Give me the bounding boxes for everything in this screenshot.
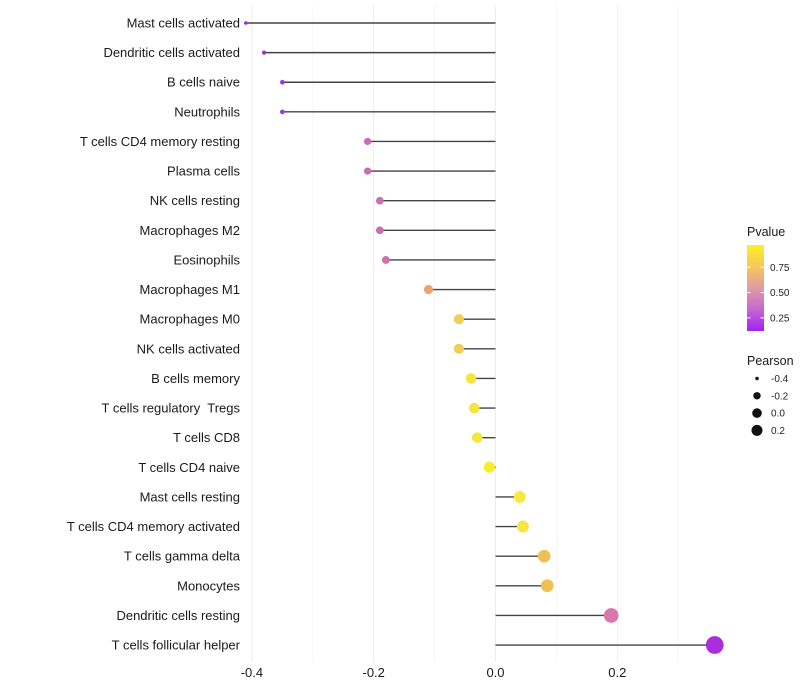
pvalue-legend: Pvalue 0.75 0.50 0.25 bbox=[747, 225, 790, 331]
y-axis-label: T cells CD4 memory activated bbox=[67, 519, 240, 534]
pearson-legend-dot bbox=[752, 408, 762, 418]
lollipop-dot bbox=[363, 137, 372, 146]
x-axis-tick-label: 0.2 bbox=[608, 665, 626, 680]
lollipop-dot bbox=[363, 167, 372, 175]
pearson-legend-dot bbox=[755, 376, 759, 381]
y-axis-label: Dendritic cells activated bbox=[103, 45, 240, 60]
y-axis-label: Eosinophils bbox=[174, 252, 241, 267]
lollipop-row: Macrophages M1 bbox=[140, 282, 496, 297]
lollipop-row: T cells regulatory Tregs bbox=[102, 401, 496, 416]
y-axis-label: T cells regulatory Tregs bbox=[102, 401, 241, 416]
x-axis-tick-label: -0.2 bbox=[362, 665, 384, 680]
lollipop-dot bbox=[603, 608, 619, 623]
lollipop-dot bbox=[375, 226, 384, 235]
lollipop-dot bbox=[453, 343, 464, 354]
pearson-legend-label: -0.2 bbox=[771, 391, 789, 402]
lollipop-dot bbox=[513, 490, 526, 503]
lollipop-row: T cells CD4 naive bbox=[138, 460, 496, 475]
lollipop-row: Macrophages M2 bbox=[140, 223, 496, 238]
x-axis-tick-label: 0.0 bbox=[486, 665, 504, 680]
lollipop-dot bbox=[453, 314, 464, 325]
x-axis: -0.4 -0.2 0.0 0.2 bbox=[241, 665, 627, 680]
y-axis-label: T cells CD8 bbox=[173, 430, 240, 445]
lollipop-dot bbox=[537, 549, 551, 563]
lollipop-row: B cells memory bbox=[151, 371, 496, 386]
lollipop-rows: Mast cells activated Dendritic cells acti… bbox=[67, 16, 724, 654]
y-axis-label: B cells memory bbox=[151, 371, 240, 386]
lollipop-row: B cells naive bbox=[167, 75, 496, 90]
lollipop-dot bbox=[423, 285, 434, 295]
lollipop-row: Dendritic cells activated bbox=[103, 45, 496, 60]
gridlines bbox=[251, 5, 679, 662]
pvalue-legend-tick-label: 0.25 bbox=[770, 313, 790, 324]
lollipop-dot bbox=[244, 21, 248, 25]
y-axis-label: T cells follicular helper bbox=[112, 638, 241, 653]
lollipop-row: Monocytes bbox=[177, 578, 554, 593]
pearson-legend-title: Pearson bbox=[747, 354, 794, 368]
y-axis-label: T cells CD4 naive bbox=[138, 460, 240, 475]
y-axis-label: Mast cells activated bbox=[127, 16, 240, 31]
lollipop-dot bbox=[465, 373, 477, 384]
pearson-legend: Pearson -0.4 -0.2 0.0 0.2 bbox=[747, 354, 794, 437]
y-axis-label: Mast cells resting bbox=[140, 489, 240, 504]
lollipop-dot bbox=[280, 109, 285, 115]
y-axis-label: Neutrophils bbox=[174, 104, 240, 119]
y-axis-label: T cells gamma delta bbox=[124, 549, 241, 564]
pearson-legend-dot bbox=[751, 424, 763, 436]
lollipop-row: T cells CD8 bbox=[173, 430, 496, 445]
lollipop-dot bbox=[468, 402, 480, 414]
pearson-legend-label: 0.0 bbox=[771, 409, 785, 420]
y-axis-label: Macrophages M0 bbox=[140, 312, 240, 327]
lollipop-row: NK cells resting bbox=[150, 193, 496, 208]
pvalue-colorbar bbox=[747, 245, 764, 331]
lollipop-dot bbox=[381, 256, 390, 264]
y-axis-label: NK cells resting bbox=[150, 193, 240, 208]
y-axis-label: Plasma cells bbox=[167, 164, 240, 179]
pvalue-legend-title: Pvalue bbox=[747, 225, 785, 239]
lollipop-row: Plasma cells bbox=[167, 164, 496, 179]
lollipop-dot bbox=[705, 636, 724, 654]
lollipop-row: T cells CD4 memory activated bbox=[67, 519, 529, 534]
lollipop-row: Neutrophils bbox=[174, 104, 496, 119]
lollipop-dot bbox=[471, 432, 483, 443]
y-axis-label: Macrophages M2 bbox=[140, 223, 240, 238]
lollipop-row: Mast cells resting bbox=[140, 489, 526, 504]
lollipop-row: Dendritic cells resting bbox=[116, 608, 619, 623]
lollipop-dot bbox=[262, 50, 267, 55]
lollipop-row: Mast cells activated bbox=[127, 16, 496, 31]
y-axis-label: B cells naive bbox=[167, 75, 240, 90]
y-axis-label: NK cells activated bbox=[137, 341, 240, 356]
pvalue-legend-tick-label: 0.75 bbox=[770, 263, 790, 274]
lollipop-row: T cells gamma delta bbox=[124, 549, 551, 564]
lollipop-row: Eosinophils bbox=[174, 252, 496, 267]
y-axis-label: Monocytes bbox=[177, 578, 240, 593]
pvalue-legend-tick-label: 0.50 bbox=[770, 288, 790, 299]
y-axis-label: T cells CD4 memory resting bbox=[80, 134, 240, 149]
pearson-legend-label: 0.2 bbox=[771, 426, 785, 437]
lollipop-dot bbox=[280, 79, 285, 85]
lollipop-row: Macrophages M0 bbox=[140, 312, 496, 327]
lollipop-dot bbox=[375, 196, 384, 205]
lollipop-row: NK cells activated bbox=[137, 341, 496, 356]
lollipop-row: T cells follicular helper bbox=[112, 636, 724, 654]
x-axis-tick-label: -0.4 bbox=[241, 665, 263, 680]
y-axis-label: Dendritic cells resting bbox=[116, 608, 240, 623]
pearson-legend-dot bbox=[753, 392, 761, 400]
lollipop-dot bbox=[483, 461, 495, 473]
pearson-legend-label: -0.4 bbox=[771, 374, 789, 385]
lollipop-row: T cells CD4 memory resting bbox=[80, 134, 496, 149]
y-axis-label: Macrophages M1 bbox=[140, 282, 240, 297]
lollipop-dot bbox=[516, 520, 529, 533]
lollipop-dot bbox=[540, 579, 554, 593]
